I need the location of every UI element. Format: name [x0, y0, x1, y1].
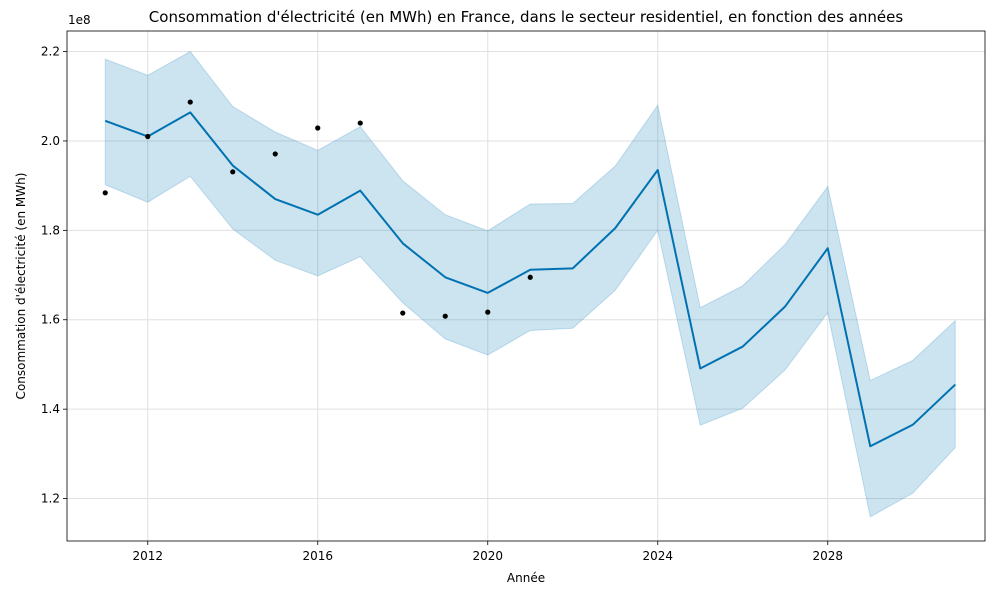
x-tick-label: 2012 — [132, 549, 163, 563]
observed-data-point — [527, 274, 533, 280]
x-axis-title: Année — [507, 571, 545, 585]
forecast-series-line — [104, 111, 956, 448]
observed-data-point — [230, 169, 236, 175]
x-axis-ticks: 2012 2016 2020 2024 2028 — [132, 541, 843, 563]
x-tick-label: 2020 — [472, 549, 503, 563]
observed-data-point — [400, 310, 406, 316]
y-tick-label: 2.2 — [41, 45, 60, 59]
chart-title: Consommation d'électricité (en MWh) en F… — [149, 8, 904, 26]
x-tick-label: 2024 — [642, 549, 673, 563]
observed-data-point — [272, 151, 278, 157]
observed-data-point — [357, 120, 363, 126]
observed-data-point — [145, 133, 151, 140]
plot-area-frame — [66, 30, 986, 542]
y-tick-label: 1.2 — [41, 492, 60, 506]
grid — [67, 31, 985, 541]
observed-points — [102, 99, 533, 319]
forecast-line — [104, 111, 956, 448]
confidence-interval-area — [104, 50, 956, 518]
x-tick-label: 2028 — [812, 549, 843, 563]
y-axis-multiplier: 1e8 — [68, 13, 91, 27]
y-tick-label: 2.0 — [41, 134, 60, 148]
y-axis-title: Consommation d'électricité (en MWh) — [14, 173, 28, 400]
observed-data-point — [315, 125, 321, 131]
x-tick-label: 2016 — [302, 549, 333, 563]
observed-data-point — [187, 99, 193, 105]
y-axis-ticks: 1.2 1.4 1.6 1.8 2.0 2.2 — [41, 45, 67, 506]
uncertainty-band — [104, 50, 956, 518]
observed-data-point — [442, 313, 448, 319]
y-tick-label: 1.4 — [41, 402, 60, 416]
observed-data-point — [102, 190, 108, 196]
y-tick-label: 1.8 — [41, 223, 60, 237]
y-tick-label: 1.6 — [41, 313, 60, 327]
observed-data-point — [485, 309, 491, 315]
